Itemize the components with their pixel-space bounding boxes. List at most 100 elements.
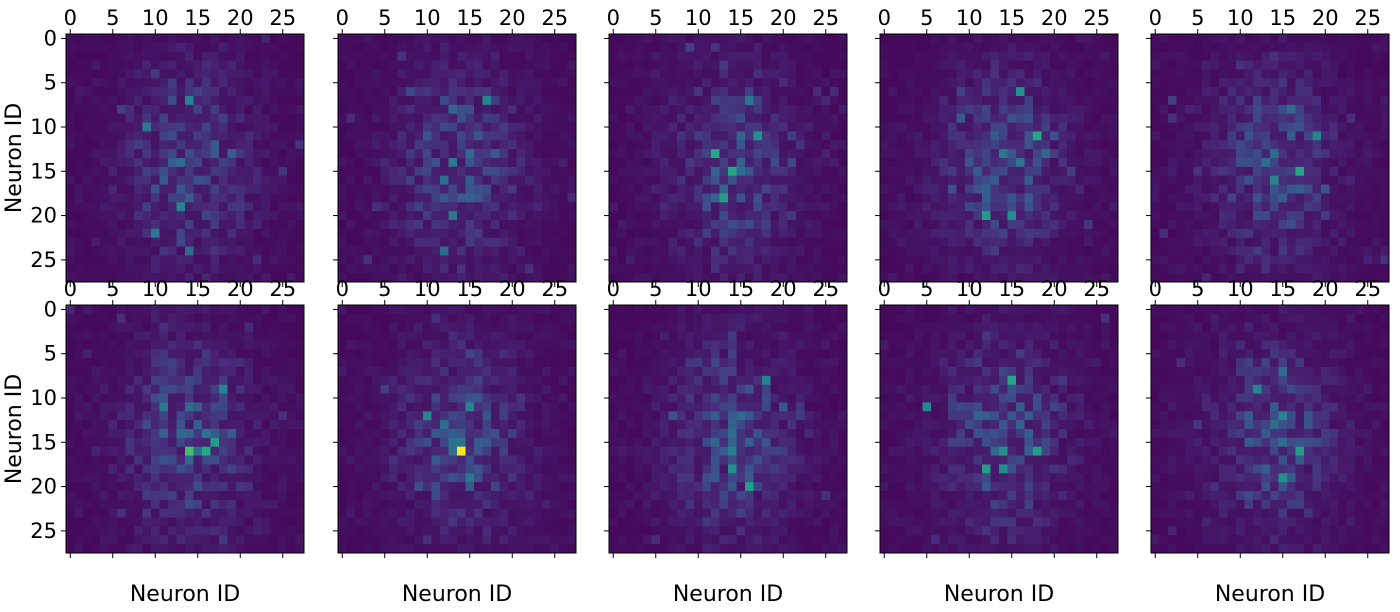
- heatmap-cell: [1109, 96, 1119, 106]
- heatmap-cell: [668, 149, 678, 159]
- heatmap-cell: [185, 437, 194, 448]
- heatmap-cell: [1058, 113, 1068, 123]
- heatmap-cell: [719, 51, 729, 61]
- heatmap-cell: [244, 255, 254, 265]
- heatmap-cell: [1075, 87, 1085, 97]
- heatmap-cell: [1372, 273, 1381, 283]
- heatmap-cell: [142, 202, 152, 212]
- heatmap-cell: [219, 358, 228, 368]
- heatmap-cell: [176, 140, 186, 150]
- heatmap-cell: [702, 78, 712, 88]
- heatmap-cell: [236, 313, 245, 324]
- heatmap-cell: [1084, 96, 1093, 106]
- heatmap-cell: [1321, 122, 1330, 132]
- heatmap-cell: [643, 60, 652, 70]
- heatmap-cell: [91, 491, 101, 501]
- heatmap-cell: [1067, 104, 1076, 115]
- heatmap-cell: [1033, 246, 1042, 256]
- heatmap-cell: [397, 313, 407, 324]
- heatmap-cell: [74, 193, 84, 203]
- heatmap-cell: [525, 220, 534, 230]
- heatmap-cell: [1380, 51, 1390, 61]
- heatmap-cell: [414, 193, 424, 203]
- heatmap-cell: [363, 313, 373, 324]
- heatmap-cell: [1193, 228, 1203, 239]
- heatmap-cell: [210, 517, 220, 527]
- heatmap-cell: [1159, 158, 1169, 168]
- heatmap-cell: [880, 193, 889, 203]
- heatmap-cell: [694, 193, 703, 203]
- heatmap-cell: [1304, 184, 1313, 194]
- heatmap-cell: [559, 34, 568, 44]
- heatmap-cell: [626, 273, 635, 283]
- heatmap-cell: [125, 51, 135, 61]
- heatmap-cell: [1295, 166, 1305, 177]
- heatmap-cell: [651, 193, 661, 203]
- heatmap-cell: [796, 34, 805, 44]
- heatmap-cell: [1329, 273, 1339, 283]
- heatmap-cell: [668, 34, 678, 44]
- heatmap-cell: [210, 331, 220, 341]
- heatmap-cell: [508, 122, 517, 132]
- heatmap-cell: [1321, 202, 1330, 212]
- heatmap-cell: [1092, 273, 1102, 283]
- heatmap-cell: [499, 202, 509, 212]
- heatmap-cell: [423, 158, 432, 168]
- heatmap-cell: [108, 340, 118, 350]
- heatmap-cell: [677, 264, 686, 274]
- heatmap-cell: [295, 264, 305, 274]
- heatmap-cell: [1372, 140, 1381, 150]
- heatmap-cell: [1338, 220, 1347, 230]
- heatmap-cell: [905, 122, 915, 132]
- heatmap-cell: [142, 149, 152, 159]
- heatmap-cell: [1058, 149, 1068, 159]
- heatmap-cell: [151, 42, 160, 53]
- heatmap-cell: [185, 526, 194, 536]
- heatmap-cell: [372, 60, 381, 70]
- heatmap-cell: [380, 113, 390, 123]
- heatmap-cell: [355, 87, 364, 97]
- heatmap-cell: [346, 220, 356, 230]
- heatmap-cell: [465, 184, 475, 194]
- heatmap-cell: [91, 273, 101, 283]
- heatmap-cell: [278, 384, 288, 394]
- heatmap-cell: [491, 184, 500, 194]
- heatmap-cell: [728, 113, 737, 123]
- heatmap-cell: [1295, 184, 1305, 194]
- heatmap-cell: [1210, 202, 1220, 212]
- heatmap-cell: [787, 42, 797, 53]
- heatmap-cell: [168, 544, 177, 554]
- heatmap-cell: [1227, 42, 1237, 53]
- heatmap-cell: [559, 87, 568, 97]
- heatmap-cell: [1041, 122, 1051, 132]
- heatmap-cell: [287, 358, 296, 368]
- heatmap-cell: [1261, 246, 1271, 256]
- heatmap-cell: [1101, 264, 1110, 274]
- heatmap-cell: [236, 184, 245, 194]
- heatmap-cell: [1270, 140, 1279, 150]
- heatmap-cell: [83, 78, 92, 88]
- heatmap-cell: [108, 202, 118, 212]
- x-tick-label: 10: [685, 6, 712, 30]
- heatmap-cell: [176, 517, 186, 527]
- heatmap-cell: [525, 87, 534, 97]
- heatmap-cell: [999, 140, 1008, 150]
- heatmap-cell: [1007, 113, 1017, 123]
- heatmap-cell: [142, 96, 152, 106]
- heatmap-cell: [1075, 211, 1085, 221]
- heatmap-cell: [219, 255, 228, 265]
- heatmap-cell: [210, 305, 220, 315]
- heatmap-cell: [202, 113, 211, 123]
- heatmap-cell: [414, 131, 424, 141]
- heatmap-cell: [100, 51, 109, 61]
- heatmap-cell: [210, 491, 220, 501]
- heatmap-cell: [643, 211, 652, 221]
- heatmap-cell: [389, 104, 398, 115]
- heatmap-cell: [838, 113, 848, 123]
- heatmap-cell: [931, 104, 940, 115]
- heatmap-cell: [142, 34, 152, 44]
- heatmap-cell: [1050, 237, 1059, 247]
- heatmap-cell: [278, 420, 288, 430]
- heatmap-cell: [745, 42, 754, 53]
- heatmap-cell: [91, 158, 101, 168]
